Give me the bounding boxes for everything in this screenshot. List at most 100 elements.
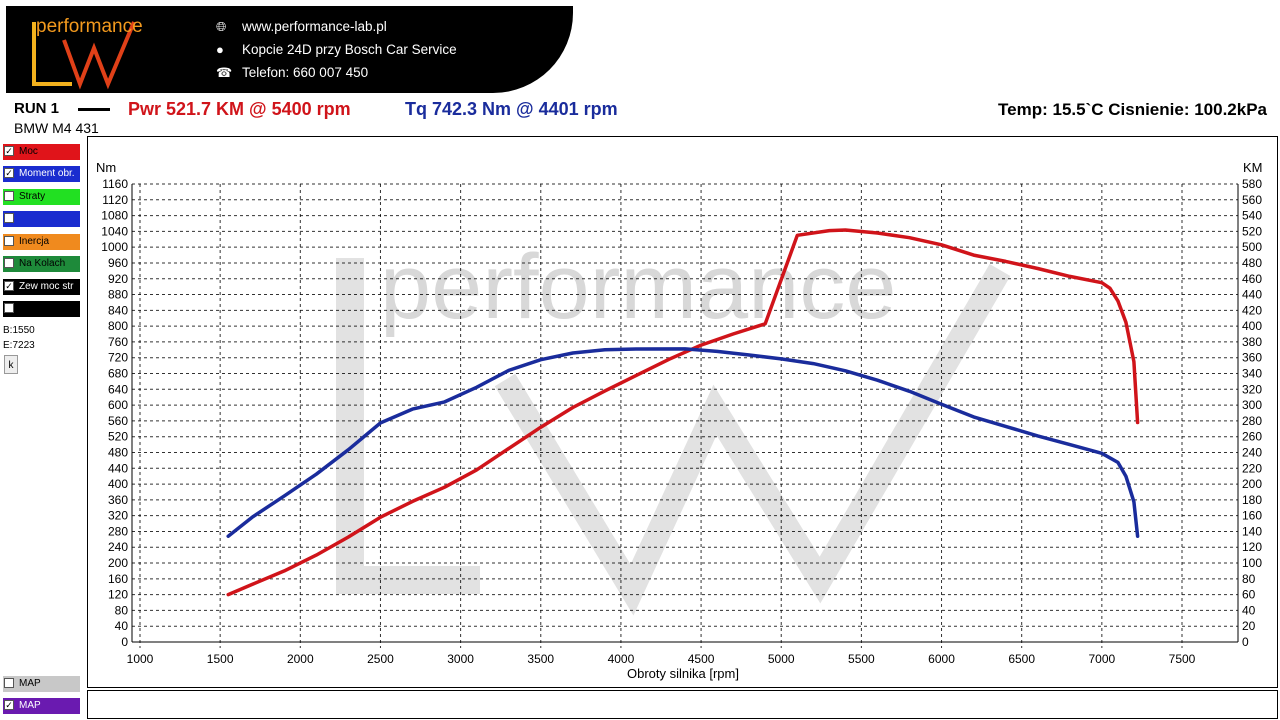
address-text: Kopcie 24D przy Bosch Car Service (242, 42, 457, 57)
y-left-tick-label: 640 (108, 382, 128, 396)
series-toggle-label: Na Kolach (19, 258, 66, 269)
location-pin-icon: ● (216, 42, 224, 57)
y-left-tick-label: 1160 (102, 177, 128, 191)
y-right-tick-label: 40 (1242, 603, 1256, 617)
x-tick-label: 4000 (608, 652, 635, 666)
checkbox[interactable] (4, 258, 14, 268)
k-button[interactable]: k (4, 355, 18, 374)
y-right-tick-label: 100 (1242, 556, 1262, 570)
y-left-tick-label: 400 (108, 477, 128, 491)
checkbox[interactable] (4, 678, 14, 688)
peak-torque-readout: Tq 742.3 Nm @ 4401 rpm (405, 99, 618, 119)
y-right-tick-label: 200 (1242, 477, 1262, 491)
y-right-tick-label: 360 (1242, 351, 1262, 365)
watermark-text: performance (380, 236, 896, 338)
y-right-tick-label: 160 (1242, 509, 1262, 523)
y-right-tick-label: 60 (1242, 588, 1256, 602)
y-right-tick-label: 300 (1242, 398, 1262, 412)
y-left-tick-label: 1080 (101, 209, 128, 223)
y-right-tick-label: 220 (1242, 461, 1262, 475)
x-tick-label: 2500 (367, 652, 394, 666)
series-toggle-3[interactable] (3, 211, 80, 227)
map-toggle-1[interactable]: ✓ MAP (3, 698, 80, 714)
checkbox[interactable]: ✓ (4, 700, 14, 710)
series-toggle-5[interactable]: Na Kolach (3, 256, 80, 272)
y-left-tick-label: 960 (108, 256, 128, 270)
y-right-tick-label: 140 (1242, 524, 1262, 538)
company-logo: performance (24, 12, 164, 90)
map-toggle-label: MAP (19, 700, 41, 711)
x-tick-label: 6500 (1008, 652, 1035, 666)
x-tick-label: 5000 (768, 652, 795, 666)
map-toggle-0[interactable]: MAP (3, 676, 80, 692)
x-tick-label: 7500 (1169, 652, 1196, 666)
series-toggle-6[interactable]: ✓ Zew moc str (3, 279, 80, 295)
checkbox[interactable] (4, 191, 14, 201)
y-right-tick-label: 0 (1242, 635, 1249, 649)
checkbox[interactable] (4, 236, 14, 246)
y-right-tick-label: 580 (1242, 177, 1262, 191)
series-toggle-4[interactable]: Inercja (3, 234, 80, 250)
logo-mark (32, 21, 136, 90)
checkbox[interactable]: ✓ (4, 146, 14, 156)
y-left-tick-label: 120 (108, 588, 128, 602)
y-left-tick-label: 480 (108, 445, 128, 459)
y-left-tick-label: 240 (108, 540, 128, 554)
y-left-tick-label: 280 (108, 524, 128, 538)
checkbox[interactable] (4, 213, 14, 223)
y-left-tick-label: 360 (108, 493, 128, 507)
y-left-tick-label: 920 (108, 272, 128, 286)
series-toggle-label: Zew moc str (19, 281, 74, 292)
car-name: BMW M4 431 (14, 120, 99, 136)
series-line-power (226, 228, 1140, 597)
contact-info: 🌐︎ www.performance-lab.pl ● Kopcie 24D p… (216, 15, 457, 84)
y-right-tick-label: 380 (1242, 335, 1262, 349)
logo-text: performance (36, 16, 143, 37)
checkbox[interactable] (4, 303, 14, 313)
watermark-w-shape (494, 263, 1011, 616)
phone-row: ☎ Telefon: 660 007 450 (216, 61, 457, 84)
bottom-panel (87, 690, 1278, 719)
y-left-tick-label: 200 (108, 556, 128, 570)
peak-power-readout: Pwr 521.7 KM @ 5400 rpm (128, 99, 351, 119)
run-label: RUN 1 (14, 100, 60, 117)
y-right-tick-label: 120 (1242, 540, 1262, 554)
y-right-tick-label: 420 (1242, 303, 1262, 317)
series-toggle-label: Moment obr. (19, 168, 75, 179)
y-right-tick-label: 80 (1242, 572, 1256, 586)
series-toggle-label: Straty (19, 191, 46, 202)
map-toggle-label: MAP (19, 678, 41, 689)
y-right-axis-title: KM (1243, 160, 1263, 175)
series-toggle-1[interactable]: ✓ Moment obr. (3, 166, 80, 182)
series-toggle-2[interactable]: Straty (3, 189, 80, 205)
website-text[interactable]: www.performance-lab.pl (242, 19, 387, 34)
ambient-conditions: Temp: 15.5`C Cisnienie: 100.2kPa (998, 100, 1267, 119)
y-right-tick-label: 400 (1242, 319, 1262, 333)
watermark-l-shape (336, 258, 480, 594)
y-left-tick-label: 40 (115, 619, 129, 633)
y-right-tick-label: 20 (1242, 619, 1256, 633)
y-left-tick-label: 0 (121, 635, 128, 649)
checkbox[interactable]: ✓ (4, 281, 14, 291)
y-left-tick-label: 880 (108, 288, 128, 302)
phone-icon: ☎ (216, 65, 233, 80)
x-tick-label: 6000 (928, 652, 955, 666)
y-right-tick-label: 240 (1242, 445, 1262, 459)
x-tick-label: 2000 (287, 652, 314, 666)
begin-rpm: B:1550 (3, 325, 35, 336)
y-right-tick-label: 560 (1242, 193, 1262, 207)
y-left-axis-title: Nm (96, 160, 116, 175)
checkbox[interactable]: ✓ (4, 168, 14, 178)
y-left-tick-label: 760 (108, 335, 128, 349)
y-right-tick-label: 320 (1242, 382, 1262, 396)
header-banner: performance 🌐︎ www.performance-lab.pl ● … (6, 6, 573, 93)
y-right-tick-label: 440 (1242, 288, 1262, 302)
series-toggle-0[interactable]: ✓ Moc (3, 144, 80, 160)
y-left-tick-label: 600 (108, 398, 128, 412)
series-toggle-7[interactable] (3, 301, 80, 317)
y-right-tick-label: 180 (1242, 493, 1262, 507)
chart-frame (87, 136, 1278, 688)
run-line-swatch (78, 108, 110, 111)
address-row: ● Kopcie 24D przy Bosch Car Service (216, 38, 457, 61)
